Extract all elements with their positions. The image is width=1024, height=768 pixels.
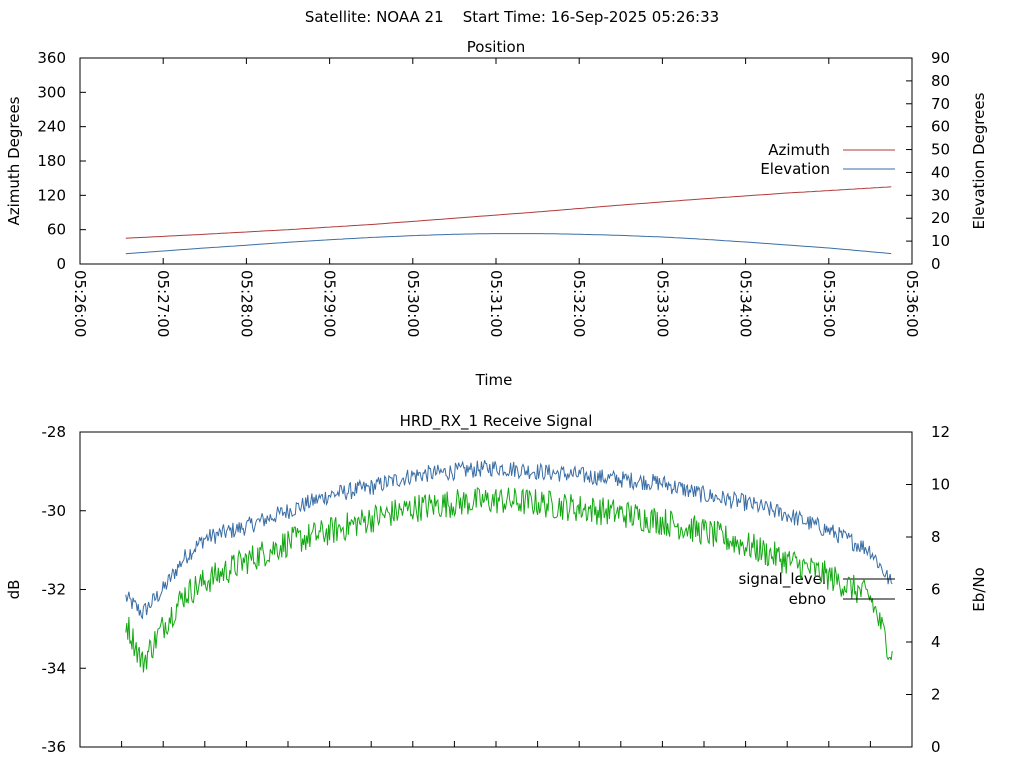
right-axis-label: Elevation Degrees xyxy=(970,92,988,229)
x-tick-label: 05:29:00 xyxy=(321,270,339,337)
left-tick-label: 60 xyxy=(47,221,66,239)
x-tick-label: 05:32:00 xyxy=(570,270,588,337)
chart-title-1: HRD_RX_1 Receive Signal xyxy=(400,412,593,431)
satellite-label: Satellite: NOAA 21 xyxy=(304,8,444,26)
x-tick-label: 05:28:00 xyxy=(237,270,255,337)
right-tick-label: 4 xyxy=(931,633,941,651)
x-tick-label: 05:34:00 xyxy=(737,270,755,337)
series-line-azimuth xyxy=(125,186,892,239)
left-tick-label: -36 xyxy=(42,738,67,756)
left-tick-label: 240 xyxy=(37,118,66,136)
right-tick-label: 12 xyxy=(931,423,950,441)
left-tick-label: 180 xyxy=(37,152,66,170)
right-tick-label: 70 xyxy=(931,95,950,113)
x-tick-label: 05:33:00 xyxy=(653,270,671,337)
right-tick-label: 80 xyxy=(931,72,950,90)
series-line-ebno xyxy=(125,486,893,673)
right-tick-label: 60 xyxy=(931,118,950,136)
left-axis-label: Azimuth Degrees xyxy=(5,96,23,225)
right-tick-label: 20 xyxy=(931,209,950,227)
left-axis-label: dB xyxy=(5,580,23,600)
series-line-elevation xyxy=(125,233,892,255)
right-tick-label: 8 xyxy=(931,528,941,546)
left-tick-label: -30 xyxy=(42,502,67,520)
right-tick-label: 10 xyxy=(931,232,950,250)
right-tick-label: 0 xyxy=(931,255,941,273)
legend-label-signal_level: signal_level xyxy=(738,570,826,589)
x-tick-label: 05:35:00 xyxy=(820,270,838,337)
x-tick-label: 05:36:00 xyxy=(903,270,921,337)
right-tick-label: 40 xyxy=(931,163,950,181)
left-tick-label: -28 xyxy=(42,423,67,441)
left-tick-label: 360 xyxy=(37,49,66,67)
x-axis-label: Time xyxy=(475,371,513,389)
plot-frame-1 xyxy=(79,431,913,748)
left-tick-label: 300 xyxy=(37,83,66,101)
right-tick-label: 6 xyxy=(931,581,941,599)
left-tick-label: -34 xyxy=(42,659,67,677)
right-tick-label: 0 xyxy=(931,738,941,756)
x-tick-label: 05:31:00 xyxy=(487,270,505,337)
chart-header: Satellite: NOAA 21 Start Time: 16-Sep-20… xyxy=(0,8,1024,26)
left-tick-label: -32 xyxy=(42,581,67,599)
right-tick-label: 2 xyxy=(931,686,941,704)
right-axis-label: Eb/No xyxy=(970,567,988,611)
legend-label-ebno: ebno xyxy=(789,590,826,608)
legend-label-elevation: Elevation xyxy=(760,160,830,178)
chart-title-0: Position xyxy=(467,38,525,56)
legend-label-azimuth: Azimuth xyxy=(768,141,830,159)
right-tick-label: 30 xyxy=(931,186,950,204)
x-tick-label: 05:26:00 xyxy=(71,270,89,337)
series-line-signal_level xyxy=(125,460,893,620)
start-time-label: Start Time: 16-Sep-2025 05:26:33 xyxy=(462,8,720,26)
left-tick-label: 120 xyxy=(37,186,66,204)
right-tick-label: 50 xyxy=(931,141,950,159)
right-tick-label: 10 xyxy=(931,476,950,494)
x-tick-label: 05:27:00 xyxy=(154,270,172,337)
left-tick-label: 0 xyxy=(56,255,66,273)
x-tick-label: 05:30:00 xyxy=(404,270,422,337)
right-tick-label: 90 xyxy=(931,49,950,67)
